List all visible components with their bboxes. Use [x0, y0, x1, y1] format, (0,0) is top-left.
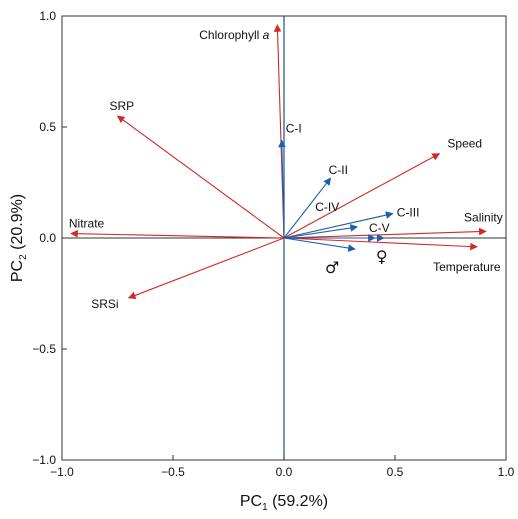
vector-label-c-iii: C-III	[397, 206, 420, 220]
vector-label-c-v: C-V	[369, 221, 390, 235]
vector-arrow-c-iii	[283, 211, 394, 239]
vector-arrow-male	[283, 237, 356, 252]
vector-arrow-c-iv	[283, 224, 359, 239]
x-tick-label: −0.5	[161, 465, 185, 479]
vector-label-nitrate: Nitrate	[69, 217, 105, 231]
vector-arrow-speed	[283, 153, 441, 239]
vector-label-temperature: Temperature	[433, 260, 501, 274]
vector-arrow-salinity	[283, 227, 487, 239]
vector-arrow-nitrate	[70, 229, 285, 239]
vector-label-c-i: C-I	[286, 121, 302, 135]
vector-arrow-srp	[116, 115, 285, 239]
vector-label-srp: SRP	[110, 99, 135, 113]
vector-arrow-c-i	[278, 139, 286, 239]
x-tick-label: −1.0	[50, 465, 74, 479]
x-tick-label: 0.5	[387, 465, 404, 479]
y-tick-label: 0.5	[39, 120, 56, 134]
vector-label-c-iv: C-IV	[315, 200, 339, 214]
y-axis-title: PC2 (20.9%)	[9, 194, 29, 282]
vector-label-male: ♂	[325, 258, 339, 277]
vector-label-speed: Speed	[447, 137, 482, 151]
vector-label-srsi: SRSi	[91, 297, 118, 311]
y-tick-label: −0.5	[32, 342, 56, 356]
x-tick-label: 0.0	[276, 465, 293, 479]
vector-arrow-srsi	[127, 237, 285, 300]
y-tick-label: 1.0	[39, 9, 56, 23]
vector-arrow-c-ii	[283, 177, 332, 239]
vector-label-salinity: Salinity	[464, 210, 503, 224]
vector-label-c-ii: C-II	[329, 163, 348, 177]
x-tick-label: 1.0	[498, 465, 515, 479]
vector-arrow-temperature	[283, 237, 478, 251]
vector-label-chlorophyll-a: Chlorophyll a	[199, 28, 269, 42]
y-tick-label: −1.0	[32, 453, 56, 467]
x-axis-title: PC1 (59.2%)	[240, 493, 328, 513]
y-tick-label: 0.0	[39, 231, 56, 245]
vector-label-female: ♀	[376, 247, 388, 266]
